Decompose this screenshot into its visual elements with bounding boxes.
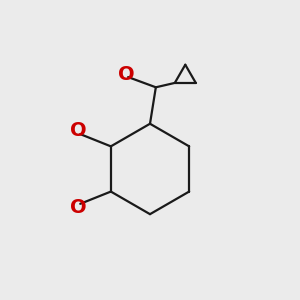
Text: O: O	[70, 121, 86, 140]
Text: O: O	[118, 65, 135, 84]
Text: O: O	[70, 198, 86, 217]
